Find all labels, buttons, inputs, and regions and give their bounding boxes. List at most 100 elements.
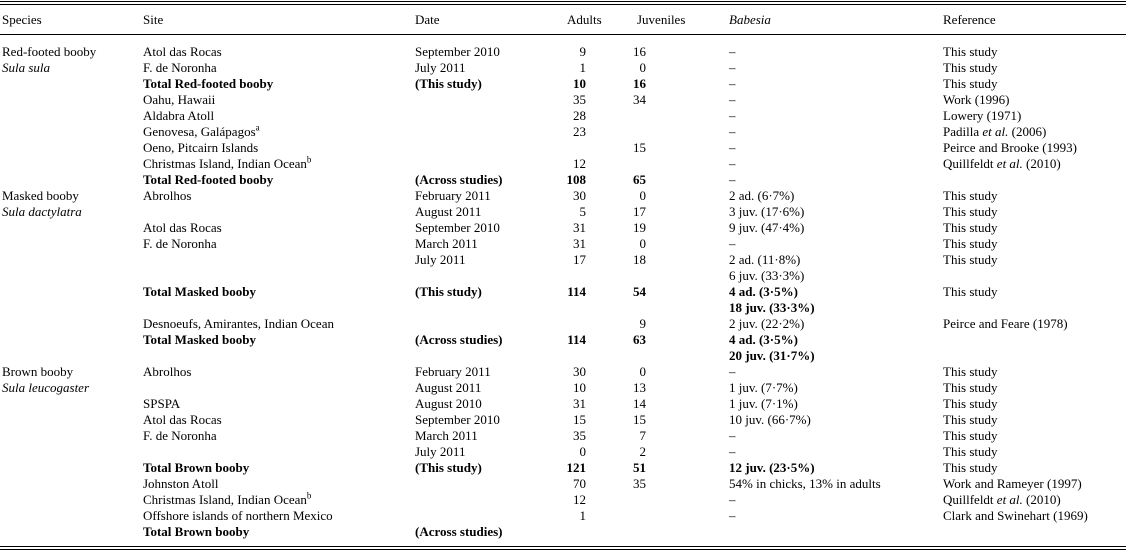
cell-line: This study bbox=[943, 380, 1126, 396]
text-segment: – bbox=[729, 428, 736, 443]
cell-date: September 2010 bbox=[415, 412, 563, 428]
text-segment: Offshore islands of northern Mexico bbox=[143, 508, 333, 523]
cell-line: August 2010 bbox=[415, 396, 563, 412]
cell-line: 12 bbox=[563, 156, 586, 172]
cell-site: Offshore islands of northern Mexico bbox=[143, 508, 415, 524]
cell-juveniles: 15 bbox=[610, 412, 705, 428]
cell-line: Work and Rameyer (1997) bbox=[943, 476, 1126, 492]
cell-juveniles: 18 bbox=[610, 252, 705, 284]
cell-babesia bbox=[705, 524, 921, 546]
cell-babesia: 54% in chicks, 13% in adults bbox=[705, 476, 921, 492]
cell-line: (This study) bbox=[415, 76, 563, 92]
cell-species: Sula dactylatra bbox=[0, 204, 143, 220]
cell-site: F. de Noronha bbox=[143, 236, 415, 252]
cell-line: 2 ad. (6·7%) bbox=[729, 188, 921, 204]
cell-juveniles bbox=[610, 156, 705, 172]
col-header-reference: Reference bbox=[921, 5, 1126, 35]
cell-line: Total Brown booby bbox=[143, 524, 415, 540]
cell-site: Total Masked booby bbox=[143, 284, 415, 316]
text-segment: Abrolhos bbox=[143, 188, 192, 203]
cell-adults: 31 bbox=[563, 220, 610, 236]
cell-date: February 2011 bbox=[415, 188, 563, 204]
cell-line: September 2010 bbox=[415, 44, 563, 60]
cell-line: – bbox=[729, 124, 921, 140]
cell-adults: 114 bbox=[563, 332, 610, 364]
text-segment: Red-footed booby bbox=[2, 44, 97, 59]
cell-reference: This study bbox=[921, 236, 1126, 252]
cell-line: F. de Noronha bbox=[143, 428, 415, 444]
text-segment: Abrolhos bbox=[143, 364, 192, 379]
cell-adults: 31 bbox=[563, 236, 610, 252]
text-segment: 12 bbox=[573, 156, 586, 171]
cell-line: 4 ad. (3·5%) bbox=[729, 332, 921, 348]
text-segment: 51 bbox=[633, 460, 646, 475]
cell-species bbox=[0, 76, 143, 92]
cell-site bbox=[143, 444, 415, 460]
cell-date: September 2010 bbox=[415, 220, 563, 236]
cell-line: 9 juv. (47·4%) bbox=[729, 220, 921, 236]
cell-line: 3 juv. (17·6%) bbox=[729, 204, 921, 220]
cell-juveniles: 15 bbox=[610, 140, 705, 156]
cell-line: 2 bbox=[610, 444, 647, 460]
cell-species bbox=[0, 444, 143, 460]
cell-line: July 2011 bbox=[415, 60, 563, 76]
cell-species bbox=[0, 476, 143, 492]
cell-line: Genovesa, Galápagosa bbox=[143, 123, 415, 140]
cell-adults: 12 bbox=[563, 156, 610, 172]
cell-site: Christmas Island, Indian Oceanb bbox=[143, 491, 415, 508]
cell-date: July 2011 bbox=[415, 252, 563, 284]
cell-line: Offshore islands of northern Mexico bbox=[143, 508, 415, 524]
table-row: Atol das Rocas September 2010 15 15 10 juv. … bbox=[0, 412, 1126, 428]
text-segment: 65 bbox=[633, 172, 646, 187]
text-segment: September 2010 bbox=[415, 44, 500, 59]
cell-juveniles bbox=[610, 108, 705, 124]
cell-line: This study bbox=[943, 412, 1126, 428]
cell-line: 9 bbox=[563, 44, 587, 60]
cell-adults bbox=[563, 524, 610, 546]
table-row: Sula dactylatra August 2011 5 17 3 juv. (17·… bbox=[0, 204, 1126, 220]
cell-site: Abrolhos bbox=[143, 364, 415, 380]
text-segment: This study bbox=[943, 236, 998, 251]
cell-line: 16 bbox=[610, 44, 646, 60]
col-header-date: Date bbox=[415, 5, 563, 35]
text-segment: Atol das Rocas bbox=[143, 220, 222, 235]
text-segment: 1 bbox=[579, 60, 587, 75]
cell-date bbox=[415, 508, 563, 524]
cell-line: 54% in chicks, 13% in adults bbox=[729, 476, 921, 492]
cell-juveniles: 2 bbox=[610, 444, 705, 460]
text-segment: 9 bbox=[579, 44, 587, 59]
cell-date: August 2011 bbox=[415, 380, 563, 396]
cell-babesia: – bbox=[705, 108, 921, 124]
text-segment: (Across studies) bbox=[415, 524, 503, 539]
text-segment: Padilla bbox=[943, 124, 983, 139]
cell-line: This study bbox=[943, 252, 1126, 268]
text-segment: July 2011 bbox=[415, 252, 466, 267]
table-row: Masked booby Abrolhos February 2011 30 0 2 ad… bbox=[0, 188, 1126, 204]
cell-line: This study bbox=[943, 284, 1126, 300]
cell-site: Desnoeufs, Amirantes, Indian Ocean bbox=[143, 316, 415, 332]
cell-line: 15 bbox=[563, 412, 586, 428]
table-row: Sula sula F. de Noronha July 2011 1 0 – This s… bbox=[0, 60, 1126, 76]
cell-line: – bbox=[729, 60, 921, 76]
cell-line: Atol das Rocas bbox=[143, 220, 415, 236]
text-segment: – bbox=[729, 236, 736, 251]
cell-site: Genovesa, Galápagosa bbox=[143, 123, 415, 140]
text-segment: – bbox=[729, 172, 736, 187]
cell-line: Christmas Island, Indian Oceanb bbox=[143, 491, 415, 508]
table-row: SPSPA August 2010 31 14 1 juv. (7·1%) This st… bbox=[0, 396, 1126, 412]
text-segment: Lowery (1971) bbox=[943, 108, 1022, 123]
cell-line: Aldabra Atoll bbox=[143, 108, 415, 124]
cell-species bbox=[0, 252, 143, 284]
cell-reference bbox=[921, 332, 1126, 364]
cell-line: 65 bbox=[610, 172, 646, 188]
text-segment: 114 bbox=[567, 332, 586, 347]
cell-babesia: – bbox=[705, 492, 921, 508]
text-segment: 14 bbox=[633, 396, 646, 411]
cell-reference: Padilla et al. (2006) bbox=[921, 124, 1126, 140]
cell-reference: This study bbox=[921, 220, 1126, 236]
cell-date: February 2011 bbox=[415, 364, 563, 380]
cell-line: 2 ad. (11·8%) bbox=[729, 252, 921, 268]
text-segment: Work (1996) bbox=[943, 92, 1010, 107]
text-segment: 19 bbox=[633, 220, 646, 235]
top-double-rule bbox=[0, 1, 1126, 5]
